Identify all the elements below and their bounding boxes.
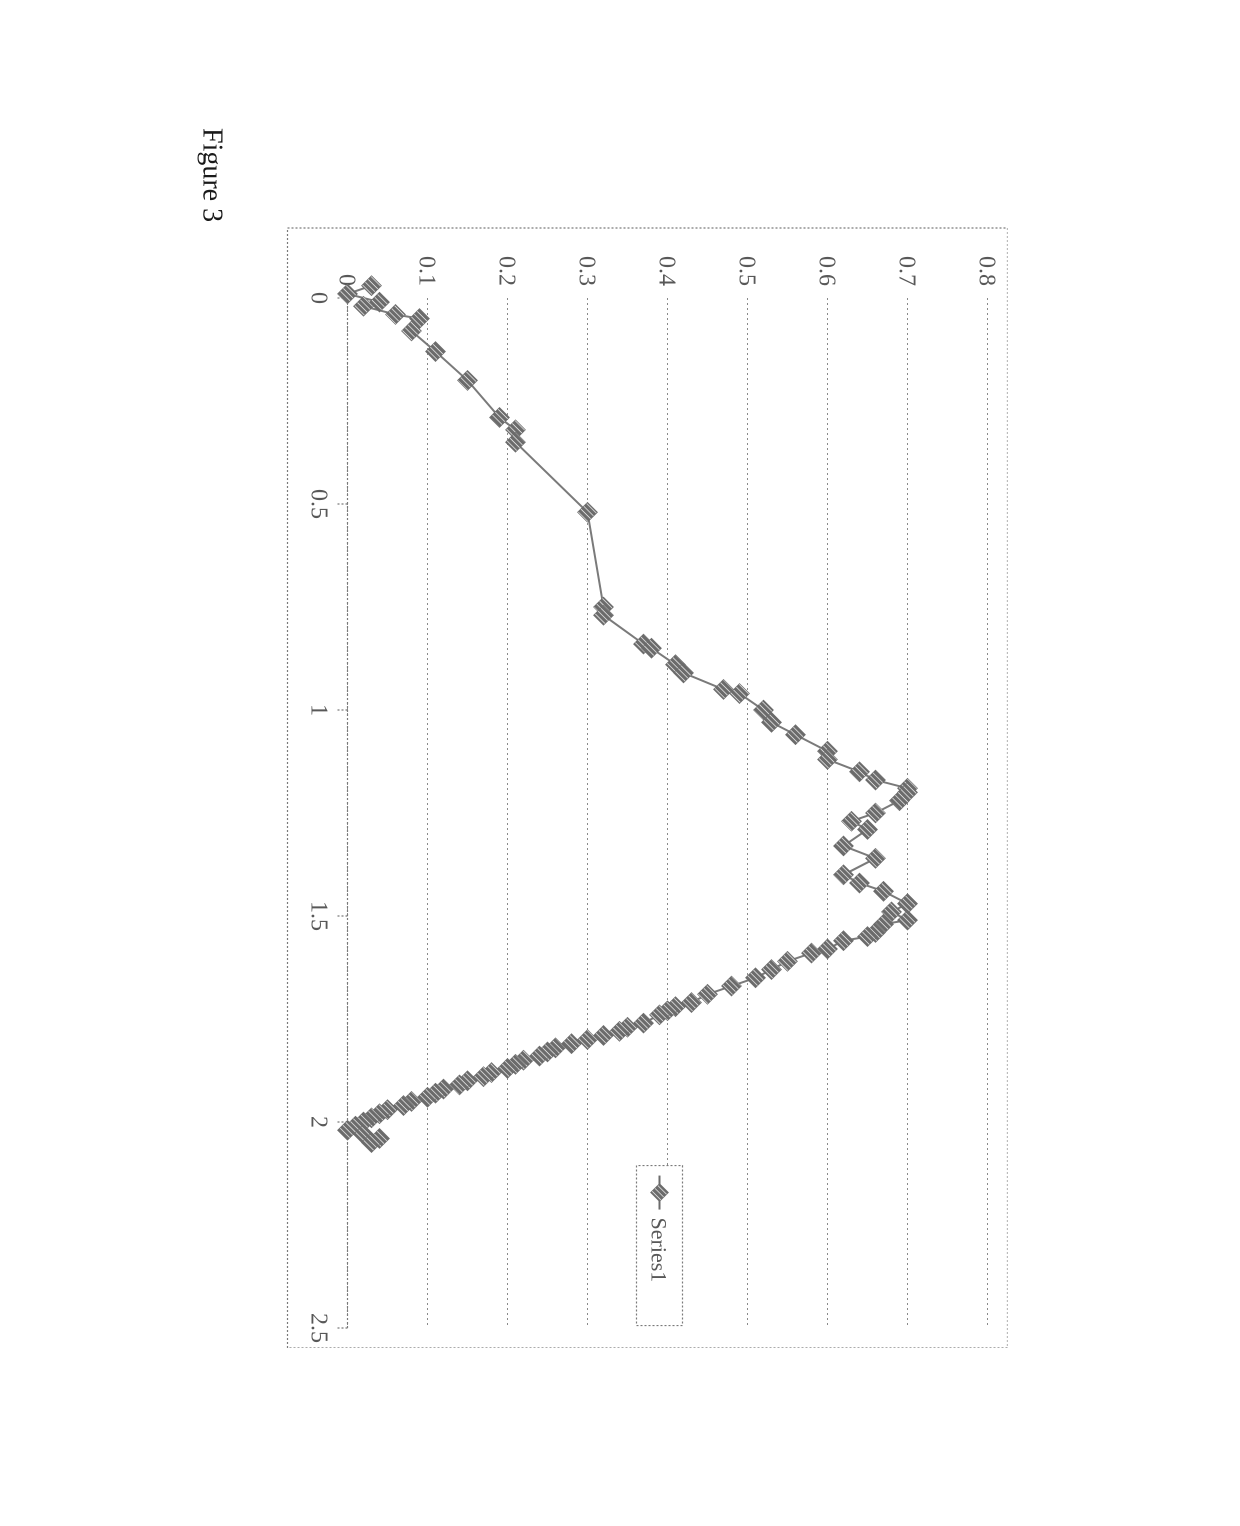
y-tick-label: 0.2 — [494, 256, 520, 286]
y-tick-label: 0.3 — [574, 256, 600, 286]
legend-label: Series1 — [647, 1218, 672, 1283]
figure-caption: Figure 3 — [196, 128, 228, 222]
x-tick-label: 1 — [306, 704, 332, 716]
x-tick-label: 2 — [306, 1116, 332, 1128]
y-tick-label: 0.8 — [974, 256, 1000, 286]
x-tick-label: 2.5 — [306, 1313, 332, 1343]
y-tick-label: 0.6 — [814, 256, 840, 286]
y-tick-label: 0.5 — [734, 256, 760, 286]
x-tick-label: 0.5 — [306, 489, 332, 519]
y-tick-label: 0.1 — [414, 256, 440, 286]
rotated-container: 0 0.1 0.2 0.3 0.4 0.5 0.6 0.7 0.8 0 0.5 1 1.5 2 2.5 Ser… — [233, 178, 1008, 1348]
x-tick-label: 1.5 — [306, 901, 332, 931]
y-tick-label: 0.7 — [894, 256, 920, 286]
x-tick-label: 0 — [306, 292, 332, 304]
chart: 0 0.1 0.2 0.3 0.4 0.5 0.6 0.7 0.8 0 0.5 1 1.5 2 2.5 Ser… — [238, 178, 1008, 1348]
y-tick-label: 0 — [334, 274, 360, 286]
page: { "figure_caption": "Figure 3", "chart":… — [0, 0, 1240, 1526]
y-tick-label: 0.4 — [654, 256, 680, 286]
